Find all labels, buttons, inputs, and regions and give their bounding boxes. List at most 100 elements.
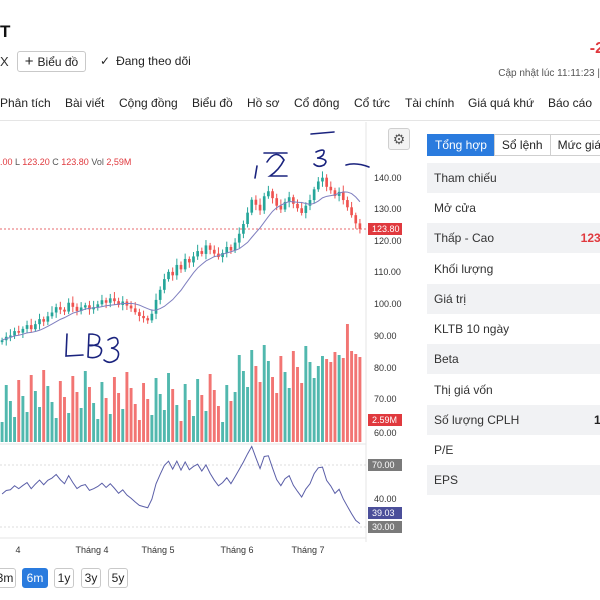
volume-bar bbox=[125, 372, 129, 442]
x-tick-label: 4 bbox=[15, 545, 20, 555]
volume-bar bbox=[63, 397, 66, 442]
tab-shareholders[interactable]: Cổ đông bbox=[294, 96, 340, 110]
tab-orderbook[interactable]: Sổ lệnh bbox=[493, 134, 551, 156]
volume-bar bbox=[33, 391, 37, 442]
candle bbox=[354, 212, 358, 229]
row-label: Thấp - Cao bbox=[434, 231, 495, 245]
row-beta: Beta bbox=[427, 344, 600, 374]
gear-icon[interactable]: ⚙ bbox=[388, 128, 410, 150]
row-label: Mở cửa bbox=[434, 201, 476, 215]
candle bbox=[96, 300, 100, 311]
volume-bar bbox=[283, 372, 287, 442]
volume-bar bbox=[254, 366, 258, 442]
volume-bar bbox=[96, 419, 100, 442]
add-chart-button[interactable]: + Biểu đồ bbox=[17, 51, 86, 72]
candle bbox=[63, 307, 66, 316]
wave-3-bar bbox=[310, 131, 335, 135]
candle bbox=[25, 320, 29, 334]
volume-bar bbox=[38, 407, 41, 442]
candle bbox=[350, 201, 353, 218]
candle bbox=[138, 308, 141, 322]
volume-bar bbox=[133, 404, 137, 442]
range-6m[interactable]: 6m bbox=[22, 568, 48, 588]
wave-dash bbox=[345, 163, 370, 168]
candle bbox=[154, 293, 158, 320]
row-label: EPS bbox=[434, 473, 459, 487]
candle bbox=[67, 298, 70, 315]
candle bbox=[262, 192, 266, 214]
candle bbox=[29, 318, 33, 333]
range-1y[interactable]: 1y bbox=[54, 568, 74, 588]
candle bbox=[46, 311, 50, 326]
candle bbox=[212, 245, 216, 258]
candle bbox=[71, 296, 75, 313]
chart-area[interactable]: 140.00 130.00 120.00 110.00 100.00 90.00 80.00… bbox=[0, 122, 415, 600]
volume-bar bbox=[192, 416, 195, 442]
volume-bar bbox=[341, 358, 345, 442]
row-label: P/E bbox=[434, 443, 454, 457]
volume-bar bbox=[0, 422, 4, 442]
price-tick-label: 130.00 bbox=[374, 204, 402, 214]
range-3m[interactable]: 3m bbox=[0, 568, 16, 588]
candle bbox=[54, 303, 58, 318]
tab-community[interactable]: Cộng đồng bbox=[119, 96, 178, 110]
row-value-traded: Giá trị bbox=[427, 284, 600, 314]
tab-financials[interactable]: Tài chính bbox=[405, 96, 455, 110]
row-label: Khối lượng bbox=[434, 262, 494, 276]
row-label: Tham chiếu bbox=[434, 171, 497, 185]
volume-bar bbox=[150, 415, 154, 442]
candle bbox=[337, 187, 341, 202]
candle bbox=[254, 195, 258, 211]
volume-bar bbox=[42, 370, 46, 442]
candle bbox=[229, 244, 233, 254]
tab-profile[interactable]: Hồ sơ bbox=[247, 96, 280, 110]
exchange-label: X bbox=[0, 54, 9, 69]
candle bbox=[325, 174, 328, 192]
last-price-badge-bg bbox=[368, 223, 402, 235]
candle bbox=[287, 191, 291, 208]
range-3y[interactable]: 3y bbox=[81, 568, 101, 588]
updated-time: Cập nhật lúc 11:11:23 | bbox=[498, 68, 600, 79]
candle bbox=[221, 249, 224, 263]
volume-bar bbox=[325, 359, 329, 442]
follow-button[interactable]: ✓ Đang theo dõi bbox=[100, 54, 191, 68]
tab-analysis[interactable]: Phân tích bbox=[0, 96, 51, 110]
rsi-last-badge: 39.03 bbox=[372, 508, 395, 518]
candle bbox=[225, 241, 229, 258]
low-label: L bbox=[15, 157, 20, 167]
tab-price-history[interactable]: Giá quá khứ bbox=[468, 96, 535, 110]
open-value: .00 bbox=[0, 157, 13, 167]
volume-bar bbox=[200, 395, 204, 442]
candle bbox=[208, 242, 212, 255]
volume-bar bbox=[212, 390, 216, 442]
tab-articles[interactable]: Bài viết bbox=[65, 96, 105, 110]
price-chart[interactable]: 140.00 130.00 120.00 110.00 100.00 90.00 80.00… bbox=[0, 122, 415, 600]
candle bbox=[296, 199, 299, 212]
follow-label: Đang theo dõi bbox=[116, 54, 191, 68]
row-open: Mở cửa bbox=[427, 193, 600, 223]
tab-dividends[interactable]: Cổ tức bbox=[354, 96, 391, 110]
volume-bar bbox=[308, 362, 312, 442]
row-low-high: Thấp - Cao 123. bbox=[427, 223, 600, 253]
candle bbox=[321, 171, 324, 187]
volume-bar bbox=[21, 396, 25, 442]
volume-bar bbox=[358, 357, 362, 442]
volume-bar bbox=[100, 382, 104, 442]
tab-summary[interactable]: Tổng hợp bbox=[427, 134, 495, 156]
rsi-last-badge-bg bbox=[368, 507, 402, 519]
range-5y[interactable]: 5y bbox=[108, 568, 128, 588]
volume-bar bbox=[67, 413, 71, 442]
candle bbox=[59, 301, 62, 315]
volume-bar bbox=[4, 385, 8, 442]
tab-price-levels[interactable]: Mức giá bbox=[549, 134, 600, 156]
volume-bar bbox=[221, 422, 225, 442]
candle bbox=[175, 258, 179, 280]
row-avg-volume: KLTB 10 ngày bbox=[427, 314, 600, 344]
tab-reports[interactable]: Báo cáo bbox=[548, 96, 593, 110]
volume-bar bbox=[296, 367, 299, 442]
rsi-70-badge: 70.00 bbox=[372, 460, 395, 470]
last-volume-badge-bg bbox=[368, 414, 402, 426]
tab-chart[interactable]: Biểu đồ bbox=[192, 96, 233, 110]
volume-bar bbox=[275, 393, 279, 442]
candle bbox=[271, 188, 274, 204]
